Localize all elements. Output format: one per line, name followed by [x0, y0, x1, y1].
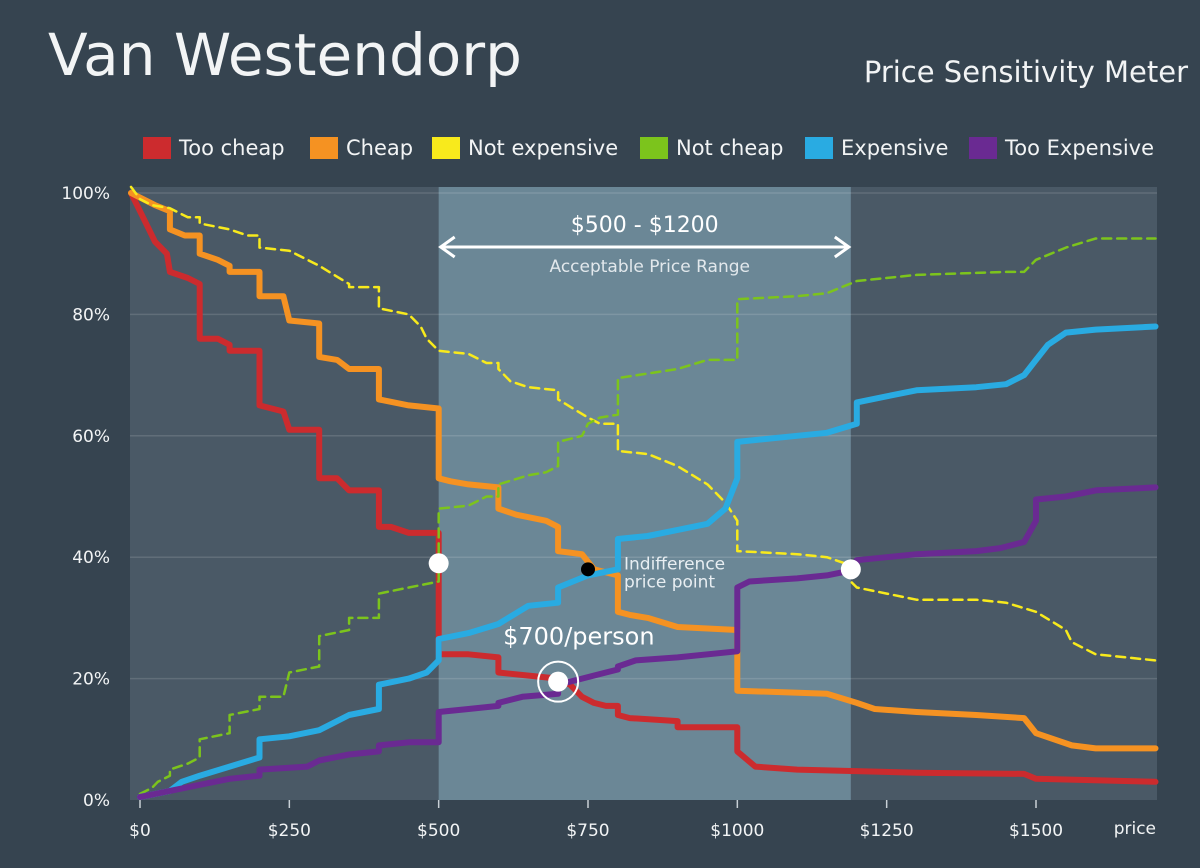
- x-tick-label: $0: [129, 821, 151, 841]
- legend-item: Too Expensive: [969, 136, 1154, 160]
- range-label: $500 - $1200: [571, 213, 719, 238]
- range-arrow: [438, 235, 852, 259]
- x-tick-label: $500: [417, 821, 460, 841]
- optimal-point-ring: [537, 660, 580, 703]
- legend-swatch: [432, 137, 460, 159]
- x-axis-label: price: [1114, 819, 1156, 839]
- x-tick-label: $250: [268, 821, 311, 841]
- range-arrow-left-head: [438, 235, 456, 259]
- legend-swatch: [640, 137, 668, 159]
- x-axis-ticks: $0 $250 $500 $750 $1000 $1250 $1500: [129, 800, 1063, 841]
- series-line-cheap: [128, 190, 1159, 752]
- legend-swatch: [310, 137, 338, 159]
- series-line-too-expensive: [137, 484, 1159, 800]
- legend-item: Expensive: [805, 136, 948, 160]
- legend-swatch: [805, 137, 833, 159]
- gridlines: [130, 192, 1157, 680]
- series-line-not-expensive: [129, 185, 1157, 662]
- legend-label: Too cheap: [178, 136, 285, 160]
- y-tick-label: 100%: [61, 184, 110, 204]
- legend: Too cheap Cheap Not expensive Not cheap Expe…: [143, 136, 1154, 160]
- y-tick-label: 20%: [72, 670, 110, 690]
- y-tick-label: 0%: [83, 791, 110, 811]
- legend-swatch: [969, 137, 997, 159]
- indifference-label-line2: price point: [624, 572, 715, 592]
- chart-subtitle: Price Sensitivity Meter: [864, 55, 1188, 89]
- x-tick-label: $1250: [860, 821, 914, 841]
- x-tick-label: $1500: [1009, 821, 1063, 841]
- series-lines: [128, 185, 1159, 800]
- y-tick-label: 80%: [72, 305, 110, 325]
- point-500: [428, 553, 449, 574]
- y-axis-ticks: 0% 20% 40% 60% 80% 100%: [61, 184, 110, 811]
- legend-label: Too Expensive: [1004, 136, 1154, 160]
- legend-swatch: [143, 137, 171, 159]
- legend-item: Too cheap: [143, 136, 285, 160]
- legend-item: Not cheap: [640, 136, 783, 160]
- range-sublabel: Acceptable Price Range: [549, 257, 750, 277]
- optimal-point: [548, 671, 569, 692]
- range-arrow-right-head: [833, 235, 852, 259]
- y-tick-label: 60%: [72, 427, 110, 447]
- legend-item: Cheap: [310, 136, 413, 160]
- series-line-not-cheap: [138, 237, 1157, 796]
- y-tick-label: 40%: [72, 548, 110, 568]
- point-1190: [840, 559, 861, 580]
- chart-title: Van Westendorp: [48, 21, 522, 89]
- indifference-label-line1: Indifference: [624, 554, 725, 574]
- legend-item: Not expensive: [432, 136, 618, 160]
- indifference-point: [581, 562, 595, 577]
- legend-label: Not expensive: [468, 136, 618, 160]
- series-line-too-cheap: [128, 190, 1159, 785]
- x-tick-label: $750: [566, 821, 609, 841]
- x-tick-label: $1000: [710, 821, 764, 841]
- optimal-price-label: $700/person: [503, 623, 654, 651]
- legend-label: Expensive: [841, 136, 948, 160]
- legend-label: Cheap: [346, 136, 413, 160]
- series-line-expensive: [137, 323, 1159, 800]
- legend-label: Not cheap: [676, 136, 783, 160]
- markers: [428, 553, 861, 703]
